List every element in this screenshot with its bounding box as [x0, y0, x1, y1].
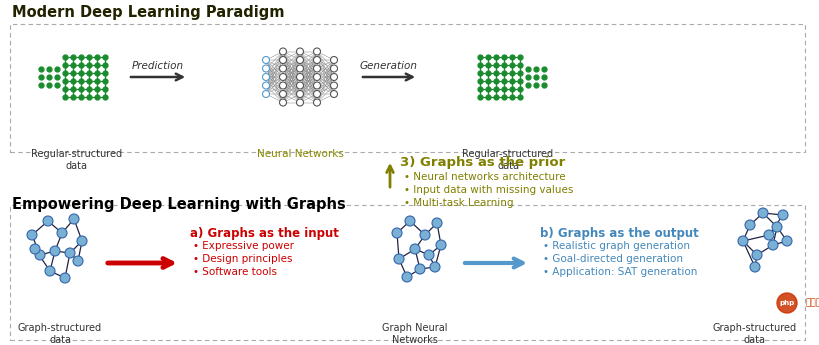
Circle shape [402, 272, 412, 282]
Circle shape [314, 99, 320, 106]
Text: Empowering Deep Learning with Graphs: Empowering Deep Learning with Graphs [12, 197, 346, 212]
Circle shape [772, 222, 782, 232]
Text: Neural Networks: Neural Networks [256, 149, 343, 159]
Circle shape [60, 273, 70, 283]
Circle shape [296, 99, 304, 106]
Circle shape [778, 210, 788, 220]
Circle shape [430, 262, 440, 272]
Text: Graph Neural
Networks: Graph Neural Networks [382, 323, 448, 345]
Circle shape [279, 57, 287, 63]
Text: Generation: Generation [360, 61, 418, 71]
Text: • Expressive power: • Expressive power [193, 241, 294, 251]
Circle shape [750, 262, 760, 272]
Bar [10, 205, 805, 340]
Circle shape [263, 65, 269, 72]
Circle shape [30, 244, 40, 254]
Circle shape [296, 57, 304, 63]
Circle shape [296, 65, 304, 72]
Text: • Goal-directed generation: • Goal-directed generation [543, 254, 683, 264]
Circle shape [314, 48, 320, 55]
Circle shape [410, 244, 420, 254]
Text: • Software tools: • Software tools [193, 267, 277, 277]
Circle shape [432, 218, 442, 228]
Circle shape [394, 254, 404, 264]
Circle shape [768, 240, 778, 250]
Circle shape [405, 216, 415, 226]
Circle shape [296, 90, 304, 98]
Text: Graph-structured
data: Graph-structured data [18, 323, 102, 345]
Text: • Neural networks architecture: • Neural networks architecture [404, 172, 566, 182]
Circle shape [331, 65, 337, 72]
Text: • Multi-task Learning: • Multi-task Learning [404, 198, 514, 208]
Text: Modern Deep Learning Paradigm: Modern Deep Learning Paradigm [12, 5, 284, 20]
Circle shape [263, 73, 269, 80]
Circle shape [331, 82, 337, 89]
Text: Prediction: Prediction [132, 61, 184, 71]
Text: Regular-structured
data: Regular-structured data [31, 149, 123, 170]
Circle shape [420, 230, 430, 240]
Circle shape [782, 236, 792, 246]
Text: • Input data with missing values: • Input data with missing values [404, 185, 573, 195]
Text: 3) Graphs as the prior: 3) Graphs as the prior [400, 156, 565, 169]
Circle shape [279, 73, 287, 80]
Text: • Realistic graph generation: • Realistic graph generation [543, 241, 690, 251]
Circle shape [314, 82, 320, 89]
Circle shape [65, 248, 75, 258]
Bar [10, 24, 805, 152]
Circle shape [314, 57, 320, 63]
Circle shape [57, 228, 67, 238]
Circle shape [415, 264, 425, 274]
Text: Regular-structured
data: Regular-structured data [463, 149, 554, 170]
Circle shape [331, 73, 337, 80]
Circle shape [764, 230, 774, 240]
Circle shape [331, 90, 337, 98]
Circle shape [296, 48, 304, 55]
Circle shape [314, 73, 320, 80]
Circle shape [436, 240, 446, 250]
Text: a) Graphs as the input: a) Graphs as the input [190, 227, 339, 240]
Circle shape [27, 230, 37, 240]
Circle shape [263, 90, 269, 98]
Circle shape [69, 214, 79, 224]
Text: • Design principles: • Design principles [193, 254, 292, 264]
Circle shape [73, 256, 83, 266]
Circle shape [296, 73, 304, 80]
Circle shape [296, 82, 304, 89]
Circle shape [263, 57, 269, 63]
Circle shape [279, 48, 287, 55]
Circle shape [331, 57, 337, 63]
Text: 中文网: 中文网 [805, 298, 819, 307]
Circle shape [279, 90, 287, 98]
Circle shape [314, 90, 320, 98]
Circle shape [50, 246, 60, 256]
Circle shape [738, 236, 748, 246]
Circle shape [35, 250, 45, 260]
Circle shape [77, 236, 87, 246]
Circle shape [279, 65, 287, 72]
Circle shape [752, 250, 762, 260]
Circle shape [263, 82, 269, 89]
Circle shape [424, 250, 434, 260]
Text: b) Graphs as the output: b) Graphs as the output [540, 227, 699, 240]
Circle shape [745, 220, 755, 230]
Circle shape [45, 266, 55, 276]
Text: php: php [780, 300, 794, 306]
Circle shape [392, 228, 402, 238]
Circle shape [279, 82, 287, 89]
Circle shape [314, 65, 320, 72]
Circle shape [279, 99, 287, 106]
Circle shape [777, 293, 797, 313]
Circle shape [758, 208, 768, 218]
Text: Graph-structured
data: Graph-structured data [713, 323, 797, 345]
Text: • Application: SAT generation: • Application: SAT generation [543, 267, 697, 277]
Circle shape [43, 216, 53, 226]
